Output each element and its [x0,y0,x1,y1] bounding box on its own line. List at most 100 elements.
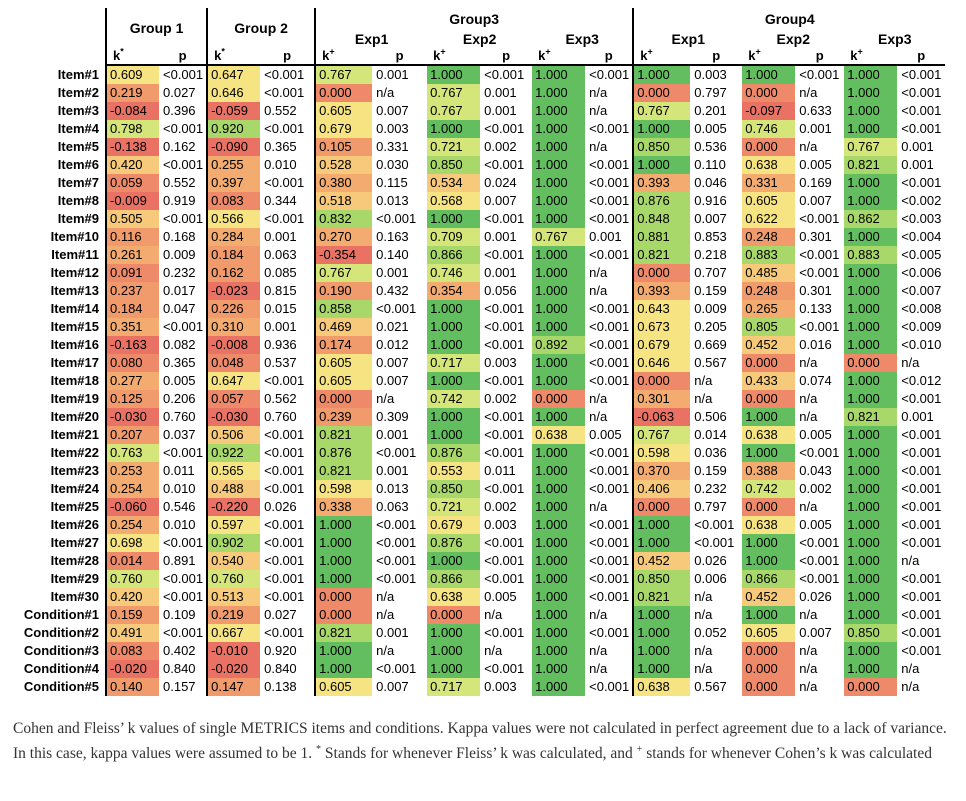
p-value-cell: <0.001 [694,535,735,550]
kappa-cell: 0.000 [742,678,796,696]
kappa-cell: 1.000 [532,678,586,696]
kappa-cell: 0.338 [314,498,373,516]
kappa-cell: 0.310 [206,318,261,336]
p-value-cell: <0.001 [901,607,942,622]
kappa-cell: 1.000 [427,660,481,678]
p-value-cell: 0.432 [376,283,409,298]
p-value-cell: <0.001 [901,445,942,460]
kappa-cell: -0.163 [105,336,159,354]
kappa-cell: 0.380 [314,174,373,192]
kappa-cell: 0.331 [742,174,796,192]
p-value-cell: n/a [694,661,713,676]
kappa-cell: 0.821 [844,156,898,174]
kappa-cell: 1.000 [632,516,691,534]
p-value-cell: 0.001 [901,157,934,172]
kappa-cell: 0.717 [427,354,481,372]
kappa-cell: 1.000 [632,624,691,642]
p-value-cell: n/a [589,643,608,658]
kappa-cell: 0.000 [632,498,691,516]
kappa-cell: 0.850 [844,624,898,642]
p-value-cell: <0.001 [264,175,305,190]
p-value-cell: 0.232 [163,265,196,280]
p-value-cell: 0.567 [694,355,727,370]
kappa-cell: 0.767 [314,264,373,282]
kappa-cell: 0.760 [206,570,261,588]
table-row: Item#13 0.237 0.017 -0.023 0.815 0.190 0.432 0.… [8,282,945,300]
kappa-cell: 1.000 [427,624,481,642]
p-value-cell: 0.016 [799,337,832,352]
p-value-cell: 0.027 [264,607,297,622]
p-value-cell: <0.001 [589,319,630,334]
p-value-cell: 0.760 [264,409,297,424]
p-value-cell: <0.009 [901,319,942,334]
table-row: Item#20 -0.030 0.760 -0.030 0.760 0.239 0.309 1… [8,408,945,426]
table-row: Item#23 0.253 0.011 0.565 <0.001 0.821 0.001 0.… [8,462,945,480]
cohen-mark: + [647,48,653,57]
kappa-cell: 0.638 [532,426,586,444]
p-value-cell: 0.063 [264,247,297,262]
corner-cell [8,48,106,65]
kappa-cell: 1.000 [532,408,586,426]
p-value-cell: 0.205 [694,319,727,334]
p-value-cell: n/a [694,589,713,604]
p-value-cell: <0.001 [901,463,942,478]
kappa-cell: 1.000 [844,64,898,84]
kappa-cell: 0.850 [427,156,481,174]
p-value-cell: n/a [799,85,818,100]
row-label: Item#20 [50,409,99,424]
table-row: Condition#3 0.083 0.402 -0.010 0.920 1.000 n/a… [8,642,945,660]
p-value-cell: <0.004 [901,229,942,244]
p-value-cell: n/a [901,661,920,676]
p-value-cell: <0.001 [901,535,942,550]
p-value-cell: n/a [799,355,818,370]
kappa-cell: 0.393 [632,282,691,300]
kappa-cell: 0.270 [314,228,373,246]
g4-exp3-header: Exp3 [878,31,912,47]
p-value-cell: 0.007 [799,625,832,640]
fleiss-mark: * [221,48,225,57]
kappa-cell: 0.226 [206,300,261,318]
p-value-cell: 0.133 [799,301,832,316]
kappa-cell: 0.254 [105,516,159,534]
kappa-cell: 1.000 [532,372,586,390]
p-value-cell: <0.001 [795,64,845,84]
p-value-cell: n/a [376,589,395,604]
p-value-cell: <0.012 [901,373,942,388]
p-value-cell: 0.005 [799,517,832,532]
table-row: Item#10 0.116 0.168 0.284 0.001 0.270 0.163 0.7… [8,228,945,246]
p-value-cell: 0.159 [694,283,727,298]
p-value-cell: n/a [901,355,920,370]
table-caption: Cohen and Fleiss’ k values of single MET… [13,716,958,766]
p-value-cell: 0.001 [589,229,622,244]
p-col-header: p [815,48,824,63]
kappa-cell: 1.000 [844,516,898,534]
p-value-cell: <0.001 [264,553,305,568]
kappa-cell: 1.000 [314,660,373,678]
p-value-cell: 0.891 [163,553,196,568]
row-label: Item#5 [57,139,99,154]
p-value-cell: 0.005 [163,373,196,388]
p-value-cell: 0.001 [376,265,409,280]
p-value-cell: n/a [901,679,920,694]
p-value-cell: <0.001 [589,337,630,352]
kappa-cell: 0.598 [314,480,373,498]
kappa-cell: 0.638 [742,156,796,174]
kappa-cell: 0.605 [742,624,796,642]
kappa-cell: 0.767 [427,84,481,102]
kappa-cell: 0.452 [742,336,796,354]
p-value-cell: 0.021 [376,319,409,334]
kappa-cell: 0.057 [206,390,261,408]
kappa-cell: 1.000 [314,570,373,588]
p-value-cell: <0.001 [589,373,630,388]
kappa-cell: 1.000 [427,552,481,570]
kappa-cell: 1.000 [844,228,898,246]
kappa-cell: 1.000 [532,138,586,156]
p-value-cell: <0.001 [799,535,840,550]
p-value-cell: n/a [901,553,920,568]
p-value-cell: n/a [694,607,713,622]
p-value-cell: 0.707 [694,265,727,280]
cohen-mark: + [857,48,863,57]
k-col-header: k+ [742,48,795,65]
p-value-cell: <0.001 [589,175,630,190]
row-label: Item#11 [51,247,99,262]
